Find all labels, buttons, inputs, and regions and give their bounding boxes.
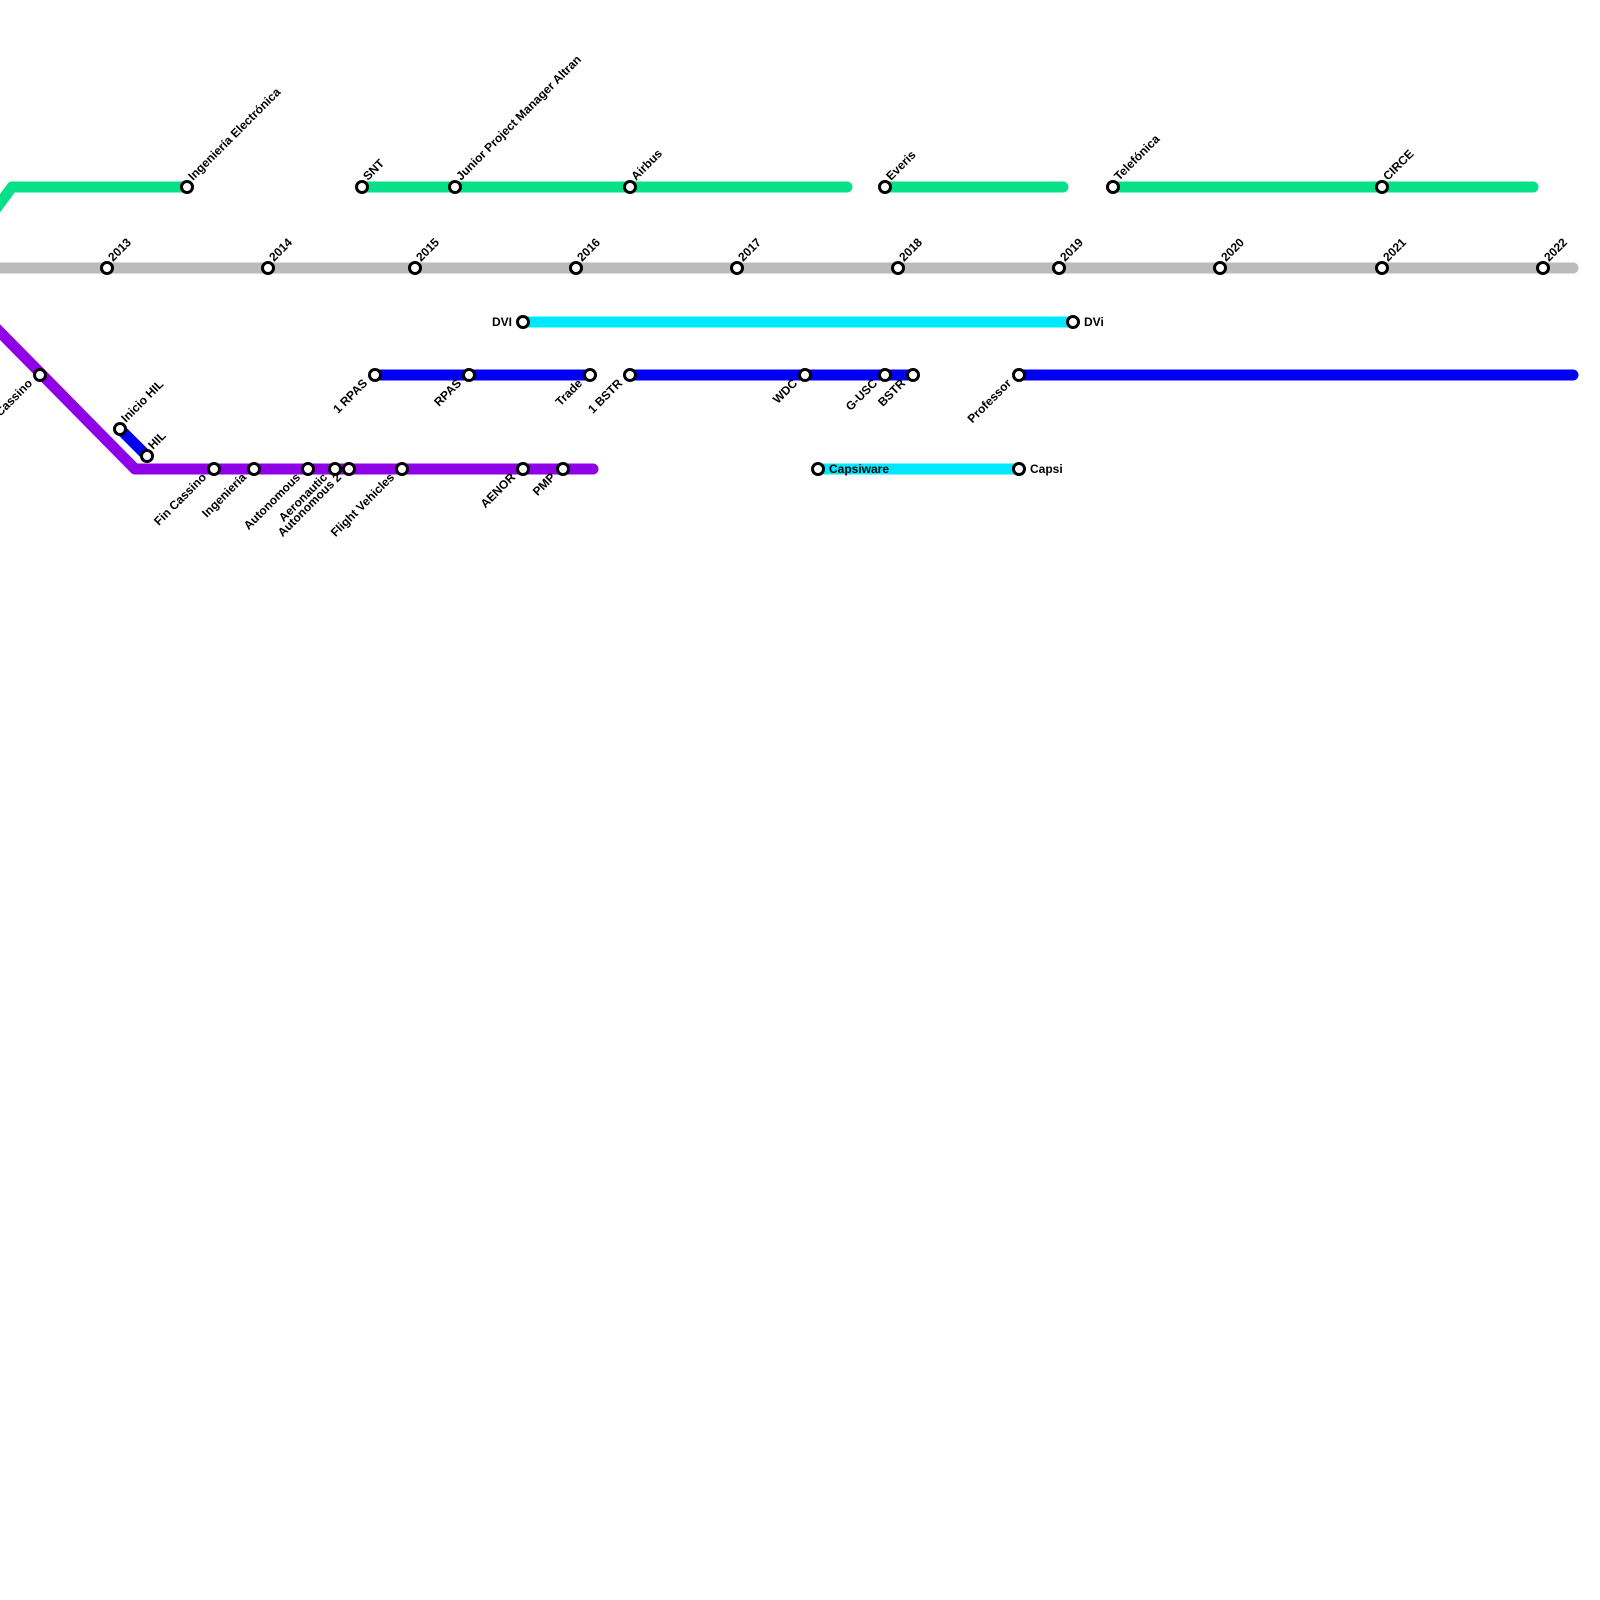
station-label: 2016 <box>574 235 603 264</box>
station-label: G-USC <box>843 376 880 413</box>
station-label: 2013 <box>105 235 134 264</box>
station-label: SNT <box>360 156 387 183</box>
station-label: Airbus <box>628 146 665 183</box>
station <box>1375 261 1389 275</box>
station-label: 1 RPAS <box>330 376 370 416</box>
station <box>623 180 637 194</box>
station-label: AENOR <box>478 470 519 511</box>
station-label: HIL <box>145 429 169 453</box>
station <box>811 462 825 476</box>
station-label: Cassino <box>0 376 35 419</box>
station <box>730 261 744 275</box>
station <box>100 261 114 275</box>
station-label: CIRCE <box>1380 147 1416 183</box>
station-label: 1 BSTR <box>585 376 625 416</box>
station <box>891 261 905 275</box>
station <box>1012 368 1026 382</box>
station <box>798 368 812 382</box>
station-label: 2014 <box>266 235 295 264</box>
station <box>355 180 369 194</box>
station <box>516 462 530 476</box>
station-label: Capsi <box>1030 462 1063 476</box>
station <box>623 368 637 382</box>
station-label: DVI <box>492 315 512 329</box>
station-label: Junior Project Manager Altran <box>453 52 584 183</box>
station <box>878 180 892 194</box>
station <box>368 368 382 382</box>
station-label: 2022 <box>1541 235 1570 264</box>
station-label: 2020 <box>1218 235 1247 264</box>
station-label: 2015 <box>413 235 442 264</box>
station <box>1536 261 1550 275</box>
station-label: Trade <box>553 376 586 409</box>
station-label: BSTR <box>875 376 908 409</box>
purple-line <box>0 324 599 475</box>
station-label: Ingeniería Electrónica <box>185 85 283 183</box>
station <box>342 462 356 476</box>
station <box>1052 261 1066 275</box>
station <box>261 261 275 275</box>
station-label: 2017 <box>735 235 764 264</box>
station <box>180 180 194 194</box>
station-label: Fin Cassino <box>151 470 209 528</box>
station-label: RPAS <box>431 376 464 409</box>
station <box>1066 315 1080 329</box>
station <box>1375 180 1389 194</box>
station-label: Inicio HIL <box>118 377 166 425</box>
station <box>1012 462 1026 476</box>
station <box>569 261 583 275</box>
station <box>113 422 127 436</box>
station <box>516 315 530 329</box>
station-label: Capsiware <box>829 462 889 476</box>
station <box>328 462 342 476</box>
station-label: Telefónica <box>1111 132 1162 183</box>
station <box>301 462 315 476</box>
station-label: DVi <box>1084 315 1104 329</box>
station <box>408 261 422 275</box>
station <box>448 180 462 194</box>
station-label: Everis <box>883 148 919 184</box>
station-label: Ingeniería <box>199 470 249 520</box>
station <box>906 368 920 382</box>
green-line <box>0 181 193 213</box>
station <box>1213 261 1227 275</box>
station <box>395 462 409 476</box>
lines <box>0 181 1579 475</box>
station-label: 2018 <box>896 235 925 264</box>
station-label: 2019 <box>1057 235 1086 264</box>
station <box>140 449 154 463</box>
station <box>33 368 47 382</box>
station-label: Professor <box>965 376 1015 426</box>
station <box>462 368 476 382</box>
station <box>207 462 221 476</box>
station-label: WDC <box>770 376 800 406</box>
station <box>583 368 597 382</box>
station <box>1106 180 1120 194</box>
station <box>247 462 261 476</box>
station <box>878 368 892 382</box>
station <box>556 462 570 476</box>
station-label: 2021 <box>1380 235 1409 264</box>
